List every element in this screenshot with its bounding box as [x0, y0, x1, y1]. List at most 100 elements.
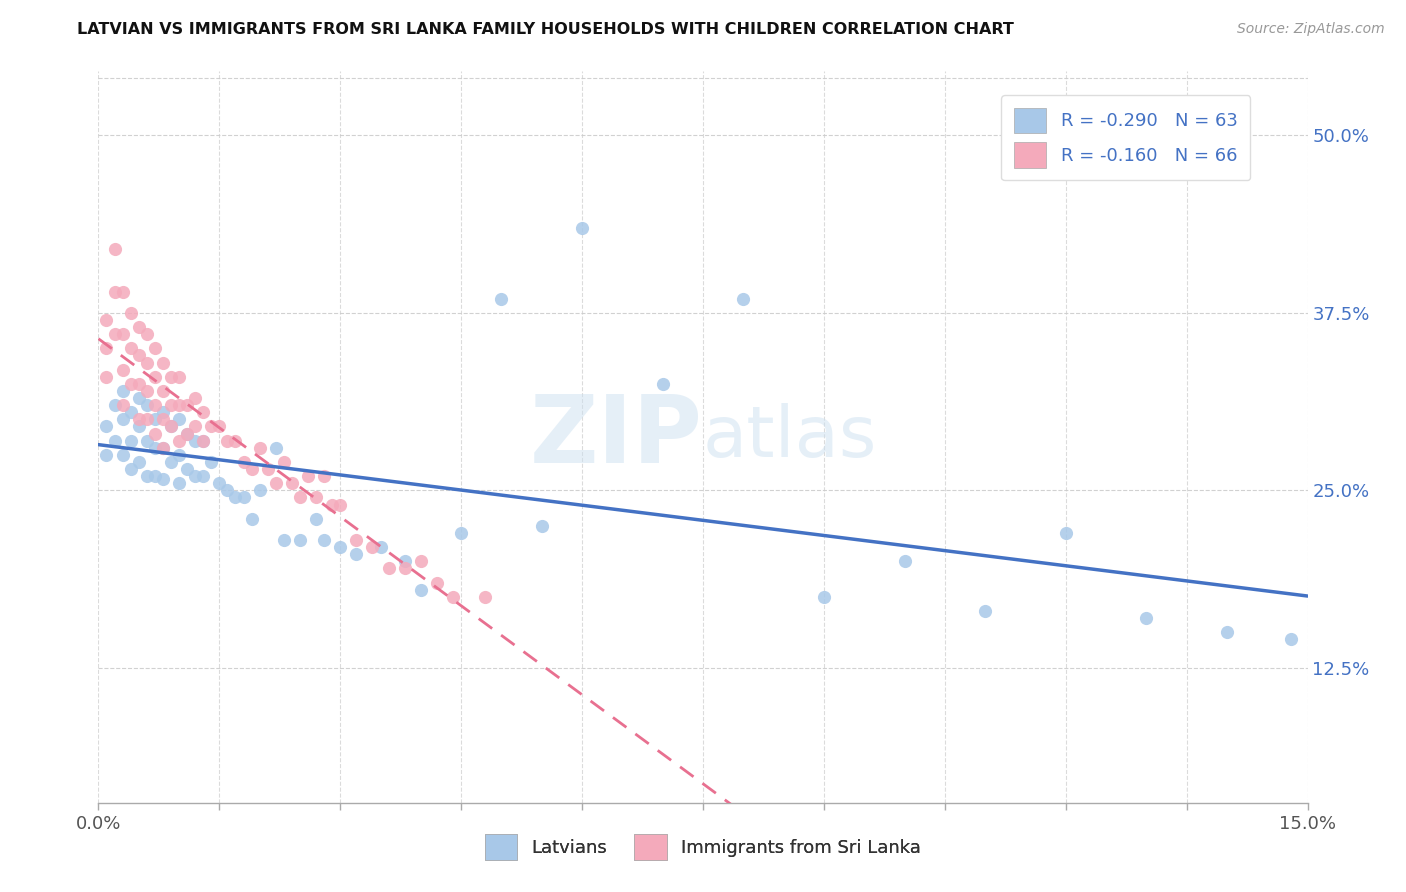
Point [651, 376, 673, 391]
Point [305, 512, 328, 526]
Point [143, 412, 166, 426]
Text: ZIP: ZIP [530, 391, 703, 483]
Point [184, 419, 207, 434]
Point [377, 561, 399, 575]
Point [240, 462, 263, 476]
Point [305, 491, 328, 505]
Point [111, 398, 134, 412]
Point [96, 341, 118, 355]
Point [160, 369, 183, 384]
Point [167, 476, 190, 491]
Point [893, 554, 915, 568]
Point [441, 590, 464, 604]
Point [314, 469, 336, 483]
Point [314, 533, 336, 547]
Point [1054, 525, 1077, 540]
Point [217, 483, 239, 498]
Point [1216, 625, 1239, 640]
Point [361, 540, 384, 554]
Point [143, 398, 166, 412]
Point [111, 384, 134, 398]
Point [273, 455, 295, 469]
Point [409, 582, 432, 597]
Point [128, 419, 150, 434]
Point [344, 547, 367, 561]
Point [974, 604, 997, 618]
Point [184, 391, 207, 405]
Point [256, 462, 278, 476]
Point [193, 434, 215, 448]
Point [160, 419, 183, 434]
Point [232, 455, 254, 469]
Point [813, 590, 835, 604]
Point [160, 398, 183, 412]
Point [249, 483, 271, 498]
Point [394, 554, 416, 568]
Point [135, 384, 157, 398]
Point [103, 242, 125, 256]
Point [167, 369, 190, 384]
Point [103, 398, 125, 412]
Point [232, 491, 254, 505]
Point [200, 419, 222, 434]
Point [128, 391, 150, 405]
Point [370, 540, 392, 554]
Point [450, 525, 472, 540]
Point [321, 498, 343, 512]
Point [120, 405, 142, 419]
Point [193, 405, 215, 419]
Point [193, 434, 215, 448]
Point [344, 533, 367, 547]
Point [224, 491, 246, 505]
Point [143, 369, 166, 384]
Point [152, 472, 174, 486]
Point [128, 412, 150, 426]
Text: atlas: atlas [703, 402, 877, 472]
Point [128, 455, 150, 469]
Point [111, 362, 134, 376]
Point [143, 341, 166, 355]
Point [224, 434, 246, 448]
Point [160, 455, 183, 469]
Point [1281, 632, 1303, 647]
Text: LATVIAN VS IMMIGRANTS FROM SRI LANKA FAMILY HOUSEHOLDS WITH CHILDREN CORRELATION: LATVIAN VS IMMIGRANTS FROM SRI LANKA FAM… [77, 22, 1014, 37]
Point [733, 292, 755, 306]
Point [96, 448, 118, 462]
Point [160, 419, 183, 434]
Point [120, 306, 142, 320]
Point [1135, 611, 1157, 625]
Point [264, 441, 287, 455]
Point [135, 412, 157, 426]
Point [409, 554, 432, 568]
Point [273, 533, 295, 547]
Point [474, 590, 496, 604]
Legend: Latvians, Immigrants from Sri Lanka: Latvians, Immigrants from Sri Lanka [478, 827, 928, 867]
Point [288, 491, 311, 505]
Point [176, 426, 198, 441]
Point [135, 469, 157, 483]
Point [111, 412, 134, 426]
Point [491, 292, 513, 306]
Point [426, 575, 449, 590]
Point [111, 285, 134, 299]
Point [176, 462, 198, 476]
Point [530, 519, 553, 533]
Point [208, 419, 231, 434]
Point [329, 498, 352, 512]
Point [217, 434, 239, 448]
Point [96, 419, 118, 434]
Point [167, 434, 190, 448]
Point [120, 341, 142, 355]
Point [143, 469, 166, 483]
Point [103, 285, 125, 299]
Point [120, 376, 142, 391]
Point [152, 384, 174, 398]
Point [128, 320, 150, 334]
Point [120, 434, 142, 448]
Point [184, 434, 207, 448]
Point [281, 476, 304, 491]
Point [297, 469, 319, 483]
Point [152, 405, 174, 419]
Point [208, 476, 231, 491]
Point [167, 448, 190, 462]
